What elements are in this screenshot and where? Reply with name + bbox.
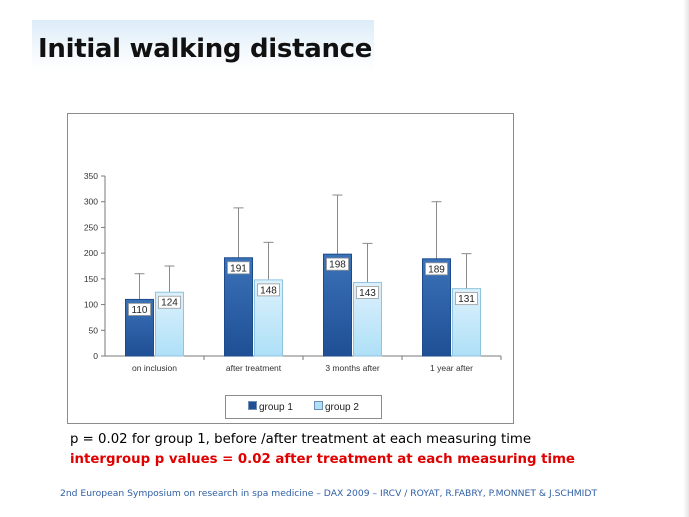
legend-swatch-group-2 [314,401,323,410]
x-tick-label: on inclusion [132,363,177,373]
y-tick-label: 350 [84,171,98,181]
y-tick-label: 150 [84,274,98,284]
slide-title: Initial walking distance [38,34,373,64]
y-tick-label: 0 [93,351,98,361]
data-label: 143 [359,288,376,299]
data-label-box [425,262,448,276]
bars [125,194,481,357]
data-label-box [356,286,379,299]
legend-label-group-1: group 1 [259,402,293,413]
title-band [32,20,374,72]
data-label: 191 [230,263,247,274]
legend-item-group-1: group 1 [248,401,293,413]
x-tick-label: after treatment [226,363,282,373]
significance-note-intergroup: intergroup p values = 0.02 after treatme… [70,452,575,467]
x-tick-label: 1 year after [430,363,473,373]
legend-item-group-2: group 2 [314,401,359,413]
data-label: 131 [458,294,475,305]
data-label: 189 [428,264,445,275]
chart-legend: group 1 group 2 [225,395,382,419]
data-label-box [158,295,181,309]
data-label-box [455,292,478,306]
y-tick-label: 200 [84,248,98,258]
data-label-box [326,257,349,271]
data-label: 110 [132,305,148,316]
slide-footer: 2nd European Symposium on research in sp… [60,488,598,499]
data-label: 198 [329,260,346,271]
y-tick-label: 300 [84,197,98,207]
y-tick-label: 250 [84,222,98,232]
legend-swatch-group-1 [248,401,257,410]
x-tick-label: 3 months after [325,363,380,373]
data-label-box [257,283,280,297]
significance-note-group-1: p = 0.02 for group 1, before /after trea… [70,432,532,447]
data-labels: 110 124 191 148 198 143 189 131 [128,257,478,316]
y-tick-label: 50 [89,325,99,335]
chart-frame: 0 50 100 150 200 250 300 350 on inclusion after t… [67,113,514,424]
data-label: 148 [260,285,277,296]
data-label-box [128,303,151,316]
y-tick-label: 100 [84,300,98,310]
legend-label-group-2: group 2 [325,402,359,413]
data-label-box [227,261,250,275]
data-label: 124 [161,298,178,309]
bar-group-1 [323,253,352,357]
bar-chart: 0 50 100 150 200 250 300 350 on inclusion after t… [84,171,502,373]
slide-edge-shadow [683,0,689,517]
